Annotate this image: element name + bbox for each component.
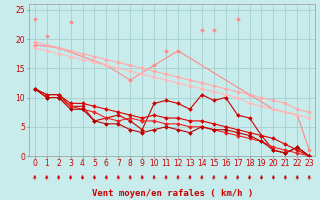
Text: Vent moyen/en rafales ( km/h ): Vent moyen/en rafales ( km/h ) [92, 189, 253, 198]
